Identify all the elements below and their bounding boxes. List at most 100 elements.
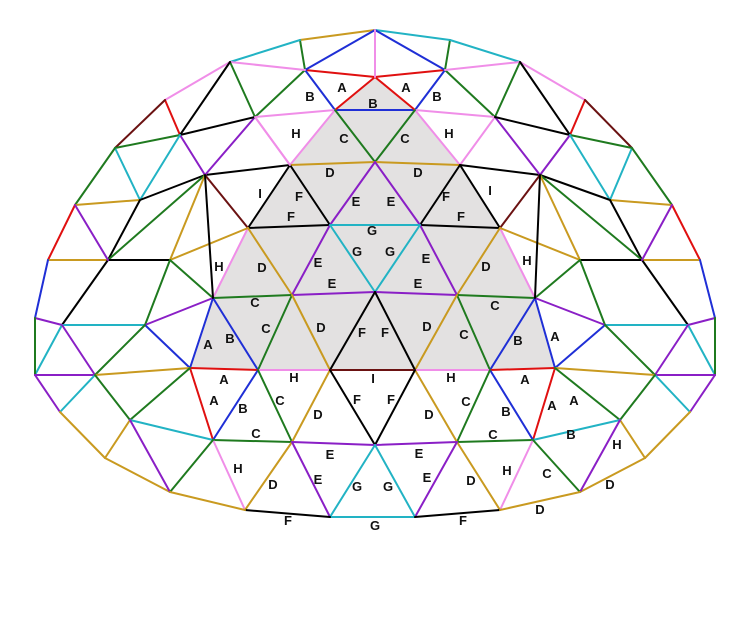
strut-g (449, 39, 521, 63)
strut-c (631, 147, 673, 206)
strut-f (459, 164, 541, 176)
strut-c (94, 324, 146, 376)
strut-label: A (569, 393, 579, 408)
strut-e (534, 297, 606, 326)
strut-f (641, 259, 689, 326)
strut-d (104, 457, 171, 493)
strut-d (299, 29, 376, 41)
strut-b (144, 324, 191, 369)
strut-d (169, 491, 246, 511)
strut-label: I (488, 183, 492, 198)
strut-c (604, 324, 656, 376)
strut-b (34, 259, 49, 319)
strut-c (619, 374, 656, 421)
shaded-face (415, 295, 490, 370)
strut-g (329, 224, 376, 293)
strut-e (687, 317, 716, 326)
strut-d (244, 441, 293, 511)
strut-d (247, 227, 293, 296)
strut-c (456, 294, 491, 371)
strut-e (539, 134, 571, 176)
strut-h (414, 109, 461, 166)
shaded-face (457, 228, 535, 298)
strut-c (299, 39, 306, 71)
strut-h (254, 116, 291, 166)
strut-f (139, 174, 206, 201)
strut-e (579, 419, 621, 493)
strut-c (74, 147, 116, 206)
shaded-face (420, 165, 500, 228)
strut-label: E (328, 276, 337, 291)
strut-c (254, 69, 306, 118)
strut-f (329, 291, 376, 371)
strut-g (609, 147, 633, 201)
strut-b (414, 69, 446, 111)
strut-b (374, 29, 446, 71)
strut-a (189, 367, 214, 441)
strut-d (59, 411, 106, 459)
strut-g (59, 374, 96, 413)
strut-g (229, 39, 301, 63)
strut-g (329, 444, 376, 518)
strut-label: B (513, 333, 522, 348)
strut-e (689, 374, 716, 413)
strut-h (212, 227, 249, 299)
strut-d (414, 369, 458, 443)
strut-f (419, 164, 461, 226)
strut-h (459, 116, 496, 166)
strut-d (609, 199, 673, 206)
strut-c (144, 259, 171, 326)
strut-c (494, 61, 521, 118)
strut-b (534, 297, 556, 369)
strut-label: G (352, 479, 362, 494)
strut-e (329, 161, 376, 226)
strut-f (244, 509, 331, 518)
strut-b (304, 29, 376, 71)
strut-c (257, 369, 293, 443)
strut-d (579, 457, 646, 493)
strut-label: H (289, 370, 298, 385)
strut-label: D (424, 407, 433, 422)
strut-a (47, 204, 76, 261)
strut-d (169, 174, 206, 261)
strut-i (499, 174, 541, 229)
strut-label: C (250, 295, 260, 310)
strut-label: E (414, 276, 423, 291)
strut-b (489, 297, 536, 371)
strut-a (532, 367, 556, 441)
strut-d (94, 367, 191, 376)
strut-a (374, 76, 416, 111)
strut-label: E (423, 470, 432, 485)
shaded-face (375, 225, 457, 295)
strut-b (189, 297, 214, 369)
strut-f (494, 116, 571, 136)
strut-label: B (225, 331, 234, 346)
strut-f (459, 164, 501, 229)
strut-g (114, 147, 141, 201)
strut-f (61, 259, 109, 326)
shaded-face (290, 162, 375, 225)
shaded-face (490, 298, 555, 370)
strut-e (291, 441, 376, 446)
strut-label: F (353, 392, 361, 407)
strut-c (569, 134, 633, 149)
strut-label: H (291, 126, 300, 141)
strut-f (519, 61, 571, 136)
strut-h (499, 227, 536, 299)
strut-label: H (214, 259, 223, 274)
strut-label: G (383, 479, 393, 494)
strut-label: C (488, 427, 498, 442)
strut-g (532, 419, 621, 441)
strut-h (289, 109, 336, 166)
strut-label: C (261, 321, 271, 336)
strut-label: C (542, 466, 552, 481)
strut-label: D (413, 165, 422, 180)
strut-c (114, 134, 181, 149)
strut-d (499, 491, 581, 511)
strut-a (569, 99, 586, 136)
strut-c (212, 294, 293, 299)
strut-e (374, 441, 458, 446)
strut-h (444, 61, 521, 71)
